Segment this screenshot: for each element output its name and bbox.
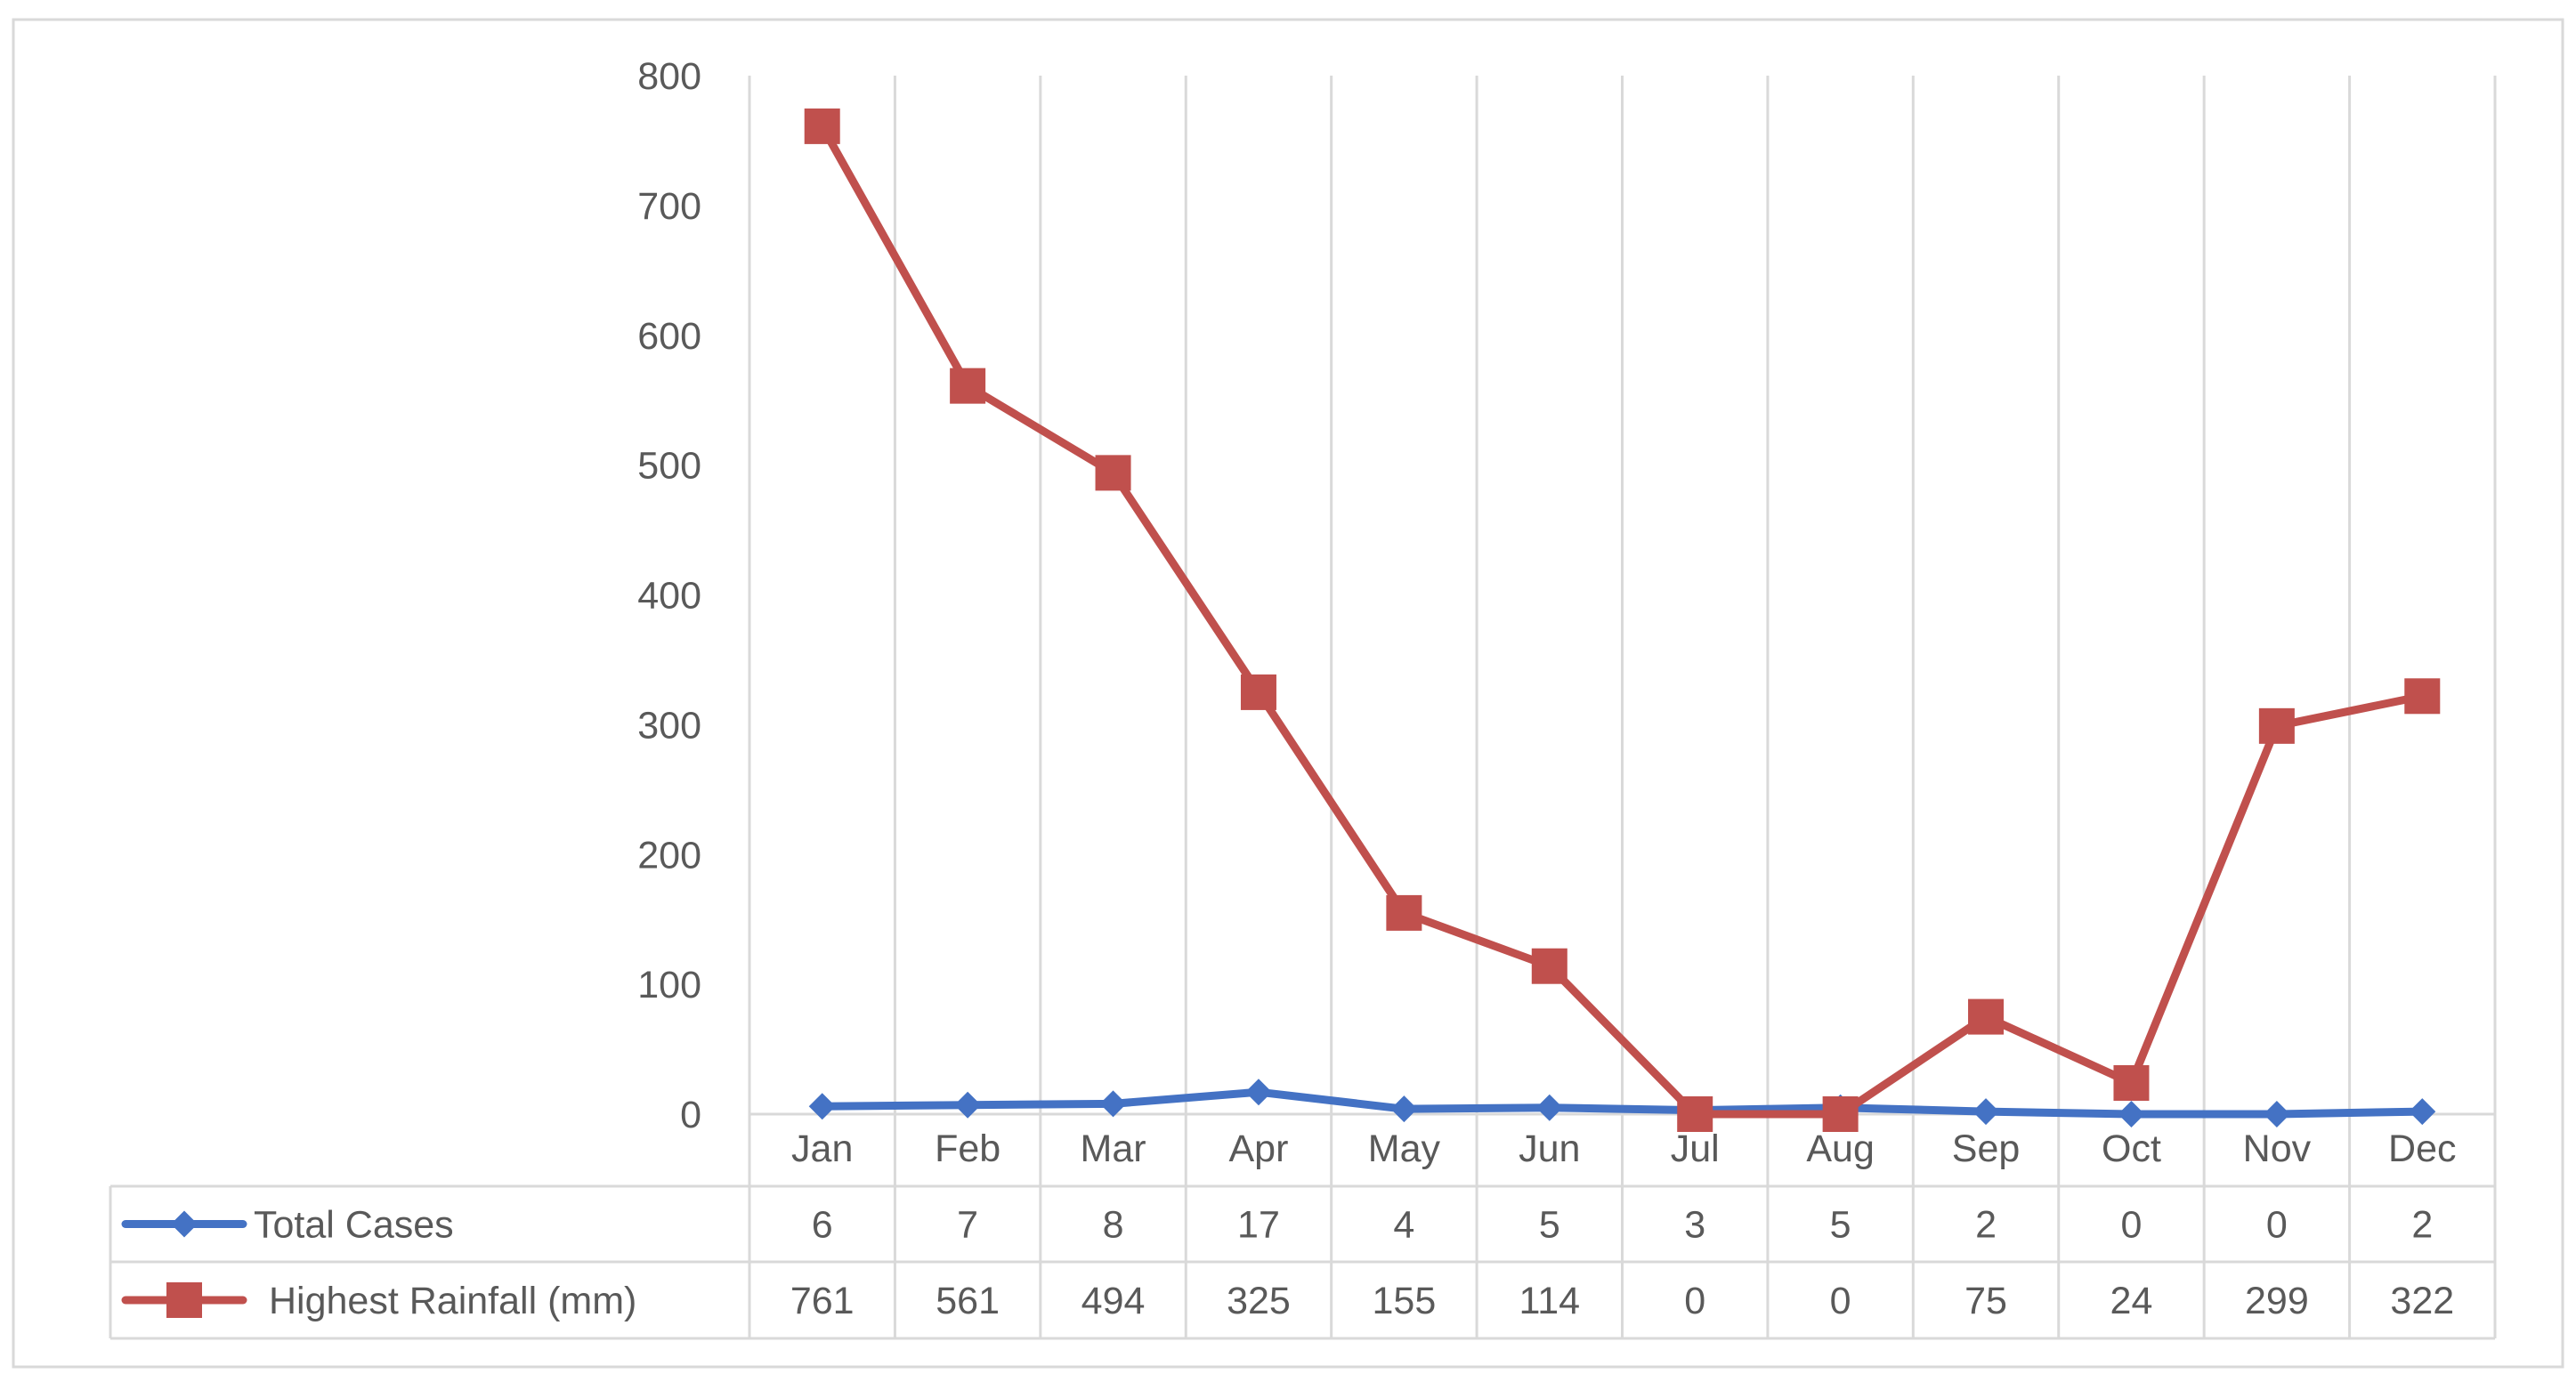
x-tick-label: Jan [791,1127,853,1170]
x-tick-label: Apr [1228,1127,1288,1170]
table-cell-value: 761 [790,1280,855,1322]
data-table: Total Cases 6 7 8 17 4 5 3 5 2 0 0 2 Highest Rainfall… [109,1184,2495,1340]
table-cell-value: 494 [1081,1280,1146,1322]
table-cell-value: 2 [2411,1204,2433,1247]
data-point-diamond [1244,1079,1272,1106]
data-point-square [2404,678,2441,715]
data-point-diamond [2263,1101,2290,1127]
table-cell-value: 7 [957,1204,978,1247]
y-tick-label: 0 [680,1094,701,1136]
table-cell-value: 0 [2120,1204,2142,1247]
table-cell-value: 5 [1539,1204,1560,1247]
data-point-square [2113,1064,2150,1101]
data-point-square [1968,998,2005,1035]
y-axis-ticks: 0 100 200 300 400 500 600 700 800 [637,55,701,1136]
y-tick-label: 400 [637,575,701,618]
legend-marker-diamond [171,1210,198,1238]
table-cell-value: 561 [936,1280,1000,1322]
data-point-diamond [1535,1094,1563,1121]
table-cell-value: 4 [1393,1204,1414,1247]
y-tick-label: 200 [637,834,701,877]
y-tick-label: 500 [637,445,701,488]
data-point-diamond [1390,1095,1418,1123]
x-tick-label: Sep [1952,1127,2021,1170]
legend-marker-square [166,1282,202,1318]
y-tick-label: 700 [637,185,701,228]
series-highest-rainfall [804,108,2441,1132]
table-cell-value: 325 [1227,1280,1291,1322]
data-point-diamond [1973,1098,2000,1126]
data-point-square [1531,948,1567,984]
table-cell-value: 24 [2110,1280,2153,1322]
table-cell-value: 322 [2390,1280,2454,1322]
series-lines [804,108,2441,1132]
x-tick-label: Feb [935,1127,1000,1170]
table-cell-value: 114 [1519,1280,1581,1322]
legend-key [121,1282,247,1318]
table-cell-value: 3 [1684,1204,1705,1247]
data-point-diamond [2118,1101,2145,1127]
data-point-square [804,108,840,144]
table-cell-value: 2 [1975,1204,1997,1247]
x-axis-ticks: Jan Feb Mar Apr May Jun Jul Aug Sep Oct Nov Dec [791,1127,2456,1170]
data-point-square [1677,1096,1713,1132]
table-cell-value: 299 [2245,1280,2309,1322]
data-point-diamond [954,1091,982,1119]
y-tick-label: 600 [637,315,701,358]
data-point-diamond [808,1093,836,1120]
table-cell-value: 0 [1830,1280,1851,1322]
table-cell-value: 8 [1103,1204,1124,1247]
x-tick-label: Aug [1806,1127,1875,1170]
data-point-square [1240,674,1276,710]
table-cell-value: 17 [1237,1204,1280,1247]
legend-label: Highest Rainfall (mm) [269,1280,636,1322]
data-point-diamond [2409,1098,2436,1126]
x-tick-label: Jul [1671,1127,1720,1170]
series-line [818,122,2426,1119]
table-cell-value: 75 [1964,1280,2007,1322]
data-point-square [1386,894,1422,931]
table-cell-value: 6 [812,1204,833,1247]
x-tick-label: Jun [1519,1127,1580,1170]
series-line [818,1087,2426,1119]
data-point-diamond [1099,1090,1127,1118]
y-tick-label: 300 [637,704,701,747]
table-cell-value: 0 [1684,1280,1705,1322]
data-point-square [1095,455,1131,491]
x-tick-label: May [1368,1127,1441,1170]
x-tick-label: Mar [1081,1127,1146,1170]
data-point-square [2258,707,2295,744]
table-cell-value: 155 [1373,1280,1437,1322]
chart-border [12,18,2564,1369]
table-cell-value: 0 [2266,1204,2288,1247]
data-point-square [1822,1096,1859,1132]
legend-label: Total Cases [254,1204,454,1247]
table-cell-value: 5 [1830,1204,1851,1247]
y-tick-label: 100 [637,964,701,1006]
x-tick-label: Oct [2102,1127,2161,1170]
y-tick-label: 800 [637,55,701,98]
legend-key [121,1210,247,1238]
data-point-square [950,368,986,404]
x-tick-label: Dec [2388,1127,2456,1170]
x-tick-label: Nov [2243,1127,2312,1170]
